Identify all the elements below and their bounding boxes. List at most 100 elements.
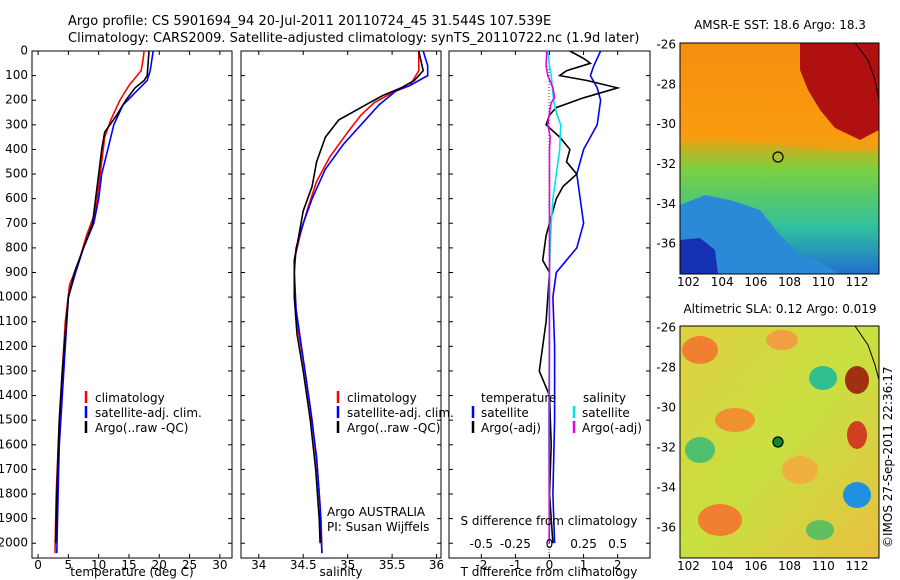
latitude-tick-label: -36 <box>656 521 676 535</box>
sla-map-title: Altimetric SLA: 0.12 Argo: 0.019 <box>683 302 876 316</box>
series-satellite-adj-clim <box>56 51 154 554</box>
sla-eddy <box>685 437 715 463</box>
longitude-tick-label: 112 <box>846 275 869 289</box>
temperature-legend: climatology satellite-adj. clim. Argo(..… <box>84 391 202 435</box>
longitude-tick-label: 104 <box>711 275 734 289</box>
temperature-panel <box>31 50 233 559</box>
coastline <box>854 326 879 381</box>
latitude-tick-label: -34 <box>656 197 676 211</box>
latitude-tick-label: -36 <box>656 237 676 251</box>
latitude-tick-label: -28 <box>656 77 676 91</box>
sla-map-frame <box>679 325 880 559</box>
depth-tick-label: 1500 <box>0 413 28 427</box>
depth-tick-label: 1400 <box>0 388 28 402</box>
sla-eddy <box>843 482 871 508</box>
s-tick-label: 0.5 <box>608 537 627 551</box>
legend-satellite-label: satellite-adj. clim. <box>347 406 454 420</box>
sst-cool-region <box>680 195 840 274</box>
series-t-argo-adj <box>538 51 621 544</box>
sla-eddy <box>782 456 818 484</box>
x-tick-label: 30 <box>212 558 227 572</box>
t-difference-axis-label: T difference from climatology <box>460 565 638 579</box>
latitude-tick-label: -30 <box>656 401 676 415</box>
sla-eddy <box>698 504 742 536</box>
legend-satellite-label: satellite-adj. clim. <box>95 406 202 420</box>
longitude-tick-label: 102 <box>677 275 700 289</box>
figure-title-line2: Climatology: CARS2009. Satellite-adjuste… <box>68 31 640 46</box>
depth-tick-label: 1700 <box>0 462 28 476</box>
depth-tick-label: 1600 <box>0 437 28 451</box>
sst-map-title: AMSR-E SST: 18.6 Argo: 18.3 <box>694 18 866 32</box>
sla-eddy <box>766 330 798 350</box>
temperature-curves <box>54 51 154 554</box>
depth-tick-label: 1300 <box>0 363 28 377</box>
argo-pi-label: PI: Susan Wijffels <box>327 520 429 534</box>
axis-ticks: 0 5 10 15 20 25 300100200300400500600700800900… <box>0 37 869 572</box>
depth-tick-label: 900 <box>5 265 28 279</box>
latitude-tick-label: -32 <box>656 157 676 171</box>
figure-title-line1: Argo profile: CS 5901694_94 20-Jul-2011 … <box>68 14 551 29</box>
depth-tick-label: 800 <box>5 240 28 254</box>
salinity-curves <box>293 51 429 554</box>
sla-eddy <box>847 421 867 449</box>
sla-argo-location-marker <box>772 436 784 448</box>
depth-tick-label: 1000 <box>0 290 28 304</box>
x-tick-label: 1 <box>580 558 588 572</box>
s-difference-axis-label: S difference from climatology <box>461 514 638 528</box>
x-tick-label: 5 <box>65 558 73 572</box>
coastline <box>854 43 879 101</box>
depth-tick-label: 200 <box>5 93 28 107</box>
series-satellite-adj-clim <box>293 51 429 554</box>
latitude-tick-label: -26 <box>656 37 676 51</box>
legend-argo-label: Argo(..raw -QC) <box>95 421 188 435</box>
longitude-tick-label: 108 <box>778 559 801 573</box>
sla-eddy <box>845 366 869 394</box>
x-tick-label: 25 <box>182 558 197 572</box>
depth-tick-label: 600 <box>5 191 28 205</box>
temperature-axis-label: temperature (deg C) <box>70 565 193 579</box>
sst-map-frame <box>679 42 880 275</box>
x-tick-label: 2 <box>614 558 622 572</box>
longitude-tick-label: 106 <box>744 275 767 289</box>
longitude-tick-label: 104 <box>711 559 734 573</box>
sla-eddy <box>809 366 837 390</box>
sla-eddy <box>682 336 718 364</box>
depth-tick-label: 700 <box>5 216 28 230</box>
sst-warm-pool <box>800 43 879 140</box>
legend-climatology-label: climatology <box>347 391 417 405</box>
legend-argo-label: Argo(..raw -QC) <box>347 421 440 435</box>
depth-tick-label: 400 <box>5 142 28 156</box>
x-tick-label: 35.5 <box>379 558 406 572</box>
sla-map <box>680 326 879 558</box>
series-t-satellite <box>552 51 602 544</box>
sla-eddy <box>806 520 834 540</box>
legend-climatology-label: climatology <box>95 391 165 405</box>
latitude-tick-label: -26 <box>656 321 676 335</box>
x-tick-label: 34.5 <box>290 558 317 572</box>
longitude-tick-label: 102 <box>677 559 700 573</box>
longitude-tick-label: 106 <box>744 559 767 573</box>
s-tick-label: 0 <box>546 537 554 551</box>
legend-t-satellite-label: satellite <box>481 406 529 420</box>
sst-argo-location-marker <box>772 151 784 163</box>
sst-warm-band <box>680 43 879 152</box>
legend-temperature-title: temperature <box>481 391 556 405</box>
x-tick-label: 10 <box>91 558 106 572</box>
legend-salinity-title: salinity <box>583 391 626 405</box>
x-tick-label: -1 <box>509 558 521 572</box>
x-tick-label: 20 <box>152 558 167 572</box>
s-tick-label: -0.25 <box>500 537 531 551</box>
x-tick-label: 34 <box>251 558 266 572</box>
x-tick-label: 15 <box>121 558 136 572</box>
sst-coldest-region <box>680 238 718 274</box>
longitude-tick-label: 110 <box>812 275 835 289</box>
x-tick-label: -2 <box>475 558 487 572</box>
depth-tick-label: 2000 <box>0 536 28 550</box>
series-argo-raw-qc <box>54 51 150 544</box>
legend-s-satellite-label: satellite <box>582 406 630 420</box>
series-s-argo-adj <box>545 51 556 544</box>
depth-tick-label: 1900 <box>0 511 28 525</box>
salinity-axis-label: salinity <box>319 565 362 579</box>
depth-tick-label: 0 <box>20 44 28 58</box>
latitude-tick-label: -34 <box>656 481 676 495</box>
